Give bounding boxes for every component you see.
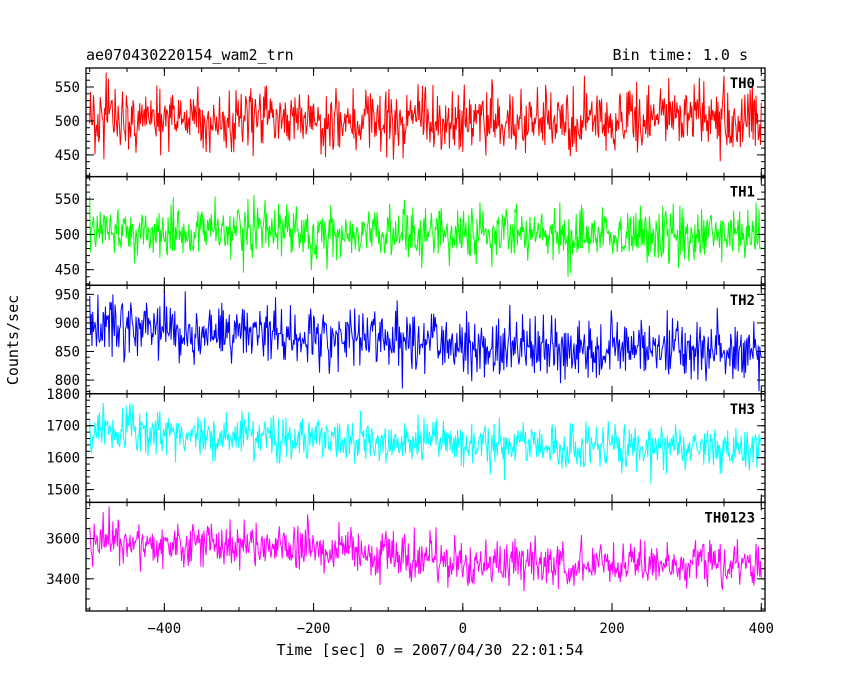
panel-label: TH3 xyxy=(730,402,755,418)
series-line-th0123 xyxy=(89,506,762,592)
series-line-th3 xyxy=(89,403,762,484)
chart-title: ae070430220154_wam2_trn xyxy=(86,46,294,64)
y-tick-label: 3600 xyxy=(46,532,80,548)
y-tick-label: 450 xyxy=(55,148,80,164)
y-tick-label: 900 xyxy=(55,316,80,332)
x-tick-label: 0 xyxy=(459,621,467,637)
x-tick-label: 400 xyxy=(749,621,774,637)
y-tick-label: 800 xyxy=(55,373,80,389)
series-line-th2 xyxy=(89,289,762,392)
y-tick-label: 1800 xyxy=(46,387,80,403)
series-line-th1 xyxy=(89,194,762,277)
panel-th0123: 3400 3600 TH0123 xyxy=(46,501,766,612)
panel-th2: 800 850 900 950 TH2 xyxy=(55,284,766,395)
y-tick-label: 850 xyxy=(55,345,80,361)
y-tick-label: 1600 xyxy=(46,451,80,467)
x-tick-label: −200 xyxy=(297,621,331,637)
y-tick-label: 1500 xyxy=(46,483,80,499)
y-axis-label: Counts/sec xyxy=(4,295,22,385)
y-tick-label: 1700 xyxy=(46,419,80,435)
panel-label: TH1 xyxy=(730,185,755,201)
x-axis-label: Time [sec] 0 = 2007/04/30 22:01:54 xyxy=(276,641,583,659)
y-tick-label: 3400 xyxy=(46,572,80,588)
y-tick-label: 550 xyxy=(55,192,80,208)
panel-th0: 450 500 550 TH0 xyxy=(55,67,766,178)
panel-label: TH2 xyxy=(730,293,755,309)
panel-th1: 450 500 550 TH1 xyxy=(55,175,766,286)
x-tick-label: −400 xyxy=(147,621,181,637)
bin-time-label: Bin time: 1.0 s xyxy=(613,46,748,64)
series-line-th0 xyxy=(89,72,762,162)
y-tick-label: 450 xyxy=(55,263,80,279)
y-tick-label: 500 xyxy=(55,227,80,243)
y-tick-label: 500 xyxy=(55,114,80,130)
y-tick-label: 550 xyxy=(55,80,80,96)
panels-group: 450 500 550 TH0 450 500 550 TH1 800 850 900 950 TH2 1… xyxy=(46,67,774,637)
panel-label: TH0123 xyxy=(704,510,755,526)
panel-th3: 1500 1600 1700 1800 TH3 xyxy=(46,387,766,504)
panel-label: TH0 xyxy=(730,76,755,92)
y-tick-label: 950 xyxy=(55,287,80,303)
x-tick-label: 200 xyxy=(599,621,624,637)
